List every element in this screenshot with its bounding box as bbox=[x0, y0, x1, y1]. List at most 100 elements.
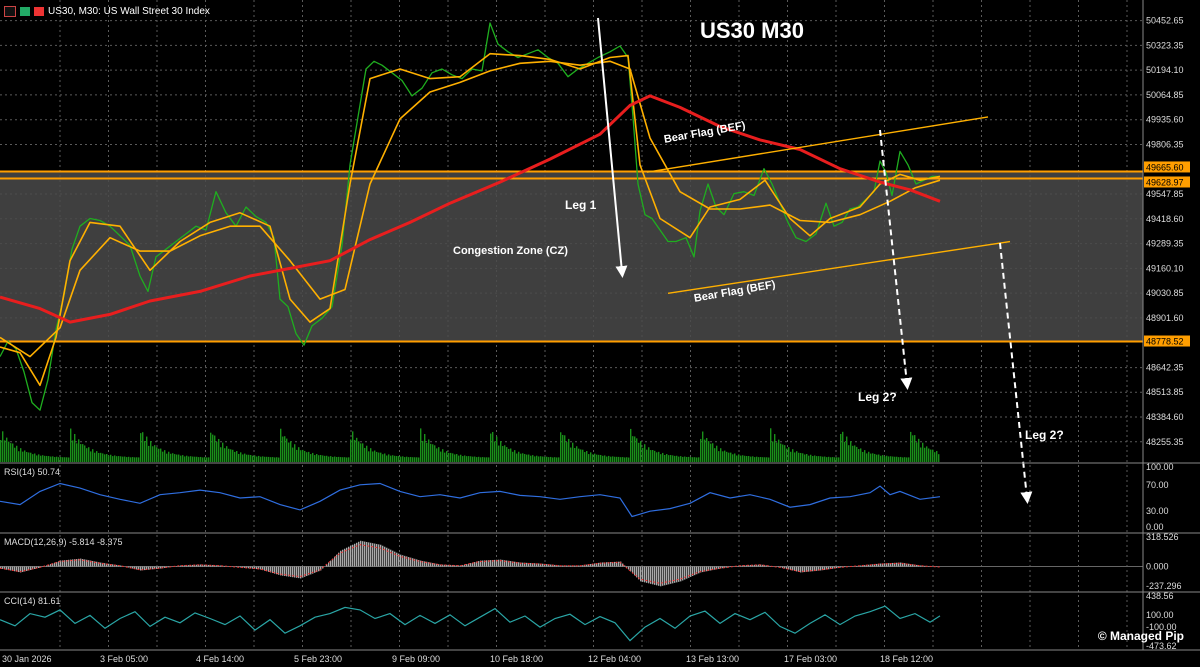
volume-bar bbox=[466, 456, 468, 462]
volume-bar bbox=[446, 451, 448, 462]
volume-bar bbox=[664, 454, 666, 462]
volume-bar bbox=[116, 456, 118, 462]
macd-bar bbox=[424, 561, 426, 567]
macd-bar bbox=[188, 565, 190, 567]
volume-bar bbox=[812, 455, 814, 462]
macd-bar bbox=[104, 563, 106, 567]
macd-bar bbox=[20, 566, 22, 573]
volume-bar bbox=[538, 456, 540, 462]
volume-bar bbox=[540, 456, 542, 462]
volume-bar bbox=[72, 440, 74, 462]
macd-bar bbox=[618, 561, 620, 567]
volume-bar bbox=[830, 457, 832, 462]
volume-bar bbox=[866, 453, 868, 462]
volume-bar bbox=[746, 456, 748, 462]
macd-bar bbox=[898, 562, 900, 567]
volume-bar bbox=[730, 452, 732, 462]
macd-bar bbox=[890, 563, 892, 567]
macd-bar bbox=[876, 563, 878, 567]
macd-bar bbox=[716, 566, 718, 570]
macd-bar bbox=[114, 564, 116, 567]
time-tick-label: 4 Feb 14:00 bbox=[196, 654, 244, 664]
macd-bar bbox=[920, 565, 922, 567]
volume-bar bbox=[886, 455, 888, 462]
volume-bar bbox=[732, 454, 734, 462]
leg2-arrow-b bbox=[999, 242, 1033, 504]
volume-bar bbox=[824, 456, 826, 462]
macd-bar bbox=[348, 546, 350, 567]
volume-bar bbox=[504, 445, 506, 462]
macd-bar bbox=[344, 548, 346, 567]
time-axis: 30 Jan 2026 3 Feb 05:00 4 Feb 14:00 5 Feb 2… bbox=[0, 649, 1200, 664]
volume-bar bbox=[654, 450, 656, 462]
volume-bar bbox=[18, 451, 20, 462]
volume-bar bbox=[910, 431, 912, 462]
volume-bar bbox=[128, 456, 130, 462]
macd-bar bbox=[630, 566, 632, 572]
volume-bar bbox=[756, 456, 758, 462]
volume-bar bbox=[842, 431, 844, 462]
macd-bar bbox=[46, 565, 48, 567]
macd-bar bbox=[596, 563, 598, 567]
macd-bar bbox=[738, 565, 740, 567]
volume-bar bbox=[200, 456, 202, 462]
volume-bar bbox=[288, 442, 290, 462]
volume-bar bbox=[10, 443, 12, 462]
volume-bar bbox=[758, 457, 760, 462]
macd-bar bbox=[276, 566, 278, 575]
volume-bar bbox=[828, 456, 830, 462]
volume-bar bbox=[652, 449, 654, 462]
price-tick-label: 50323.35 bbox=[1146, 40, 1184, 50]
macd-bar bbox=[592, 563, 594, 567]
volume-bar bbox=[148, 445, 150, 462]
macd-bar bbox=[912, 564, 914, 567]
volume-bar bbox=[628, 457, 630, 462]
time-tick-label: 3 Feb 05:00 bbox=[100, 654, 148, 664]
volume-bar bbox=[594, 453, 596, 462]
volume-bar bbox=[66, 457, 68, 462]
volume-bar bbox=[290, 441, 292, 462]
price-tick-label: 49030.85 bbox=[1146, 288, 1184, 298]
volume-bar bbox=[26, 452, 28, 462]
volume-bar bbox=[34, 453, 36, 462]
price-level-badge bbox=[1144, 161, 1190, 173]
macd-bar bbox=[320, 566, 322, 571]
volume-bar bbox=[338, 456, 340, 462]
macd-bar bbox=[120, 565, 122, 567]
price-tick-label: 48901.60 bbox=[1146, 313, 1184, 323]
volume-bar bbox=[580, 449, 582, 462]
volume-bar bbox=[354, 439, 356, 462]
macd-bar bbox=[450, 565, 452, 567]
price-level-badge bbox=[1144, 176, 1190, 188]
macd-bar bbox=[264, 566, 266, 571]
volume-bar bbox=[286, 438, 288, 462]
volume-bar bbox=[330, 456, 332, 462]
macd-bar bbox=[614, 561, 616, 567]
macd-bar bbox=[256, 566, 258, 570]
volume-bar bbox=[610, 456, 612, 462]
volume-bar bbox=[500, 441, 502, 462]
volume-bar bbox=[514, 450, 516, 462]
volume-bar bbox=[768, 457, 770, 462]
macd-bar bbox=[892, 562, 894, 567]
macd-bar bbox=[808, 566, 810, 572]
macd-bar bbox=[442, 564, 444, 567]
volume-bar bbox=[512, 451, 514, 462]
volume-bar bbox=[456, 454, 458, 462]
macd-bar bbox=[26, 566, 28, 571]
volume-bar bbox=[740, 455, 742, 462]
macd-bar bbox=[814, 566, 816, 572]
volume-bar bbox=[548, 457, 550, 462]
volume-bar bbox=[632, 436, 634, 462]
macd-bar bbox=[280, 566, 282, 576]
volume-bar bbox=[212, 434, 214, 462]
volume-bar bbox=[56, 456, 58, 462]
volume-bar bbox=[770, 428, 772, 462]
volume-bar bbox=[462, 456, 464, 462]
price-tick-label: 48384.60 bbox=[1146, 412, 1184, 422]
macd-bar bbox=[326, 564, 328, 567]
volume-bar bbox=[764, 457, 766, 462]
volume-bar bbox=[4, 440, 6, 462]
